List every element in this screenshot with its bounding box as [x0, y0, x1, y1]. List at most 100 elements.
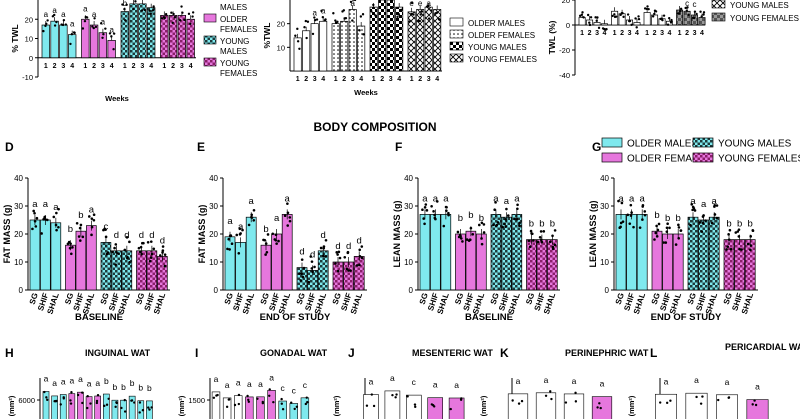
significance-letter: b	[479, 213, 484, 224]
data-point	[637, 15, 640, 18]
data-point	[93, 17, 96, 20]
category-tick-label: SG	[722, 292, 734, 306]
data-point	[294, 34, 297, 37]
bar	[746, 399, 769, 419]
data-point	[343, 255, 347, 259]
significance-letter: b	[676, 213, 681, 224]
bar	[160, 15, 169, 59]
legend-label: YOUNG FEMALES	[718, 154, 800, 165]
bar	[65, 244, 76, 291]
data-point	[238, 233, 242, 236]
significance-letter: a	[44, 10, 49, 19]
significance-letter: a	[53, 202, 59, 213]
data-point	[309, 255, 313, 258]
data-point	[548, 240, 552, 244]
data-point	[301, 275, 305, 279]
data-point	[417, 19, 420, 23]
data-point	[150, 406, 153, 409]
bar	[40, 219, 51, 291]
bar	[245, 396, 254, 419]
data-point	[151, 9, 155, 12]
panel-label: G	[592, 140, 601, 154]
data-point	[677, 223, 680, 227]
bar	[331, 23, 340, 72]
panel-title: INGUINAL WAT	[85, 348, 151, 358]
data-point	[713, 205, 716, 208]
legend-label: YOUNG FEMALES	[468, 55, 537, 64]
data-point	[272, 400, 275, 404]
data-point	[542, 230, 546, 233]
data-point	[391, 393, 394, 397]
bar	[293, 37, 302, 72]
data-point	[149, 256, 153, 259]
data-point	[702, 13, 705, 16]
significance-letter: a	[664, 376, 669, 386]
data-point	[495, 223, 499, 227]
category-tick-label: SG	[295, 292, 307, 306]
significance-letter: a	[504, 196, 510, 207]
data-point	[246, 394, 249, 398]
y-tick-label: 0	[409, 286, 414, 295]
data-point	[617, 199, 620, 203]
significance-letter: a	[701, 199, 707, 210]
data-point	[643, 210, 647, 213]
week-tick-label: 1	[410, 76, 414, 83]
data-point	[105, 403, 109, 406]
data-point	[629, 203, 633, 207]
data-point	[601, 27, 605, 30]
data-point	[306, 20, 310, 23]
data-point	[501, 225, 504, 229]
data-point	[296, 27, 299, 31]
data-point	[79, 223, 83, 227]
data-point	[635, 26, 638, 29]
data-point	[55, 211, 58, 215]
data-point	[653, 9, 657, 12]
data-point	[161, 245, 165, 248]
data-point	[701, 395, 704, 398]
data-point	[300, 258, 304, 261]
data-point	[654, 231, 658, 235]
bar	[111, 399, 119, 419]
significance-letter: a	[312, 9, 317, 18]
data-point	[471, 232, 475, 236]
data-point	[626, 13, 630, 16]
data-point	[42, 218, 45, 221]
category-tick-label: SG	[650, 292, 662, 306]
data-point	[233, 403, 237, 407]
data-point	[480, 242, 484, 246]
section-title: BODY COMPOSITION	[313, 120, 436, 134]
data-point	[351, 0, 355, 1]
bar	[128, 395, 136, 419]
y-axis-label: %TWL	[262, 23, 272, 49]
data-point	[662, 14, 666, 17]
data-point	[227, 398, 230, 401]
data-point	[112, 48, 115, 51]
data-point	[160, 17, 164, 20]
data-point	[665, 401, 669, 405]
data-point	[99, 22, 103, 25]
data-point	[180, 5, 183, 8]
y-tick-label: 20	[277, 20, 285, 29]
data-point	[130, 399, 133, 402]
significance-letter: b	[737, 219, 742, 230]
data-point	[668, 226, 671, 230]
data-point	[626, 213, 630, 217]
significance-letter: a	[269, 372, 274, 382]
data-point	[429, 9, 433, 12]
data-point	[114, 243, 118, 246]
y-axis-label: LEAN MASS (g)	[588, 201, 598, 268]
bar	[59, 394, 67, 419]
data-point	[427, 17, 431, 20]
category-tick-label: SG	[331, 292, 343, 306]
data-point	[189, 22, 192, 26]
data-point	[647, 7, 650, 11]
data-point	[304, 402, 308, 406]
data-point	[459, 398, 463, 402]
data-point	[320, 9, 323, 13]
data-point	[425, 209, 429, 212]
bar	[683, 10, 691, 26]
week-tick-label: 2	[342, 76, 346, 83]
category-tick-label: SG	[259, 292, 271, 306]
legend-swatch	[711, 12, 726, 22]
